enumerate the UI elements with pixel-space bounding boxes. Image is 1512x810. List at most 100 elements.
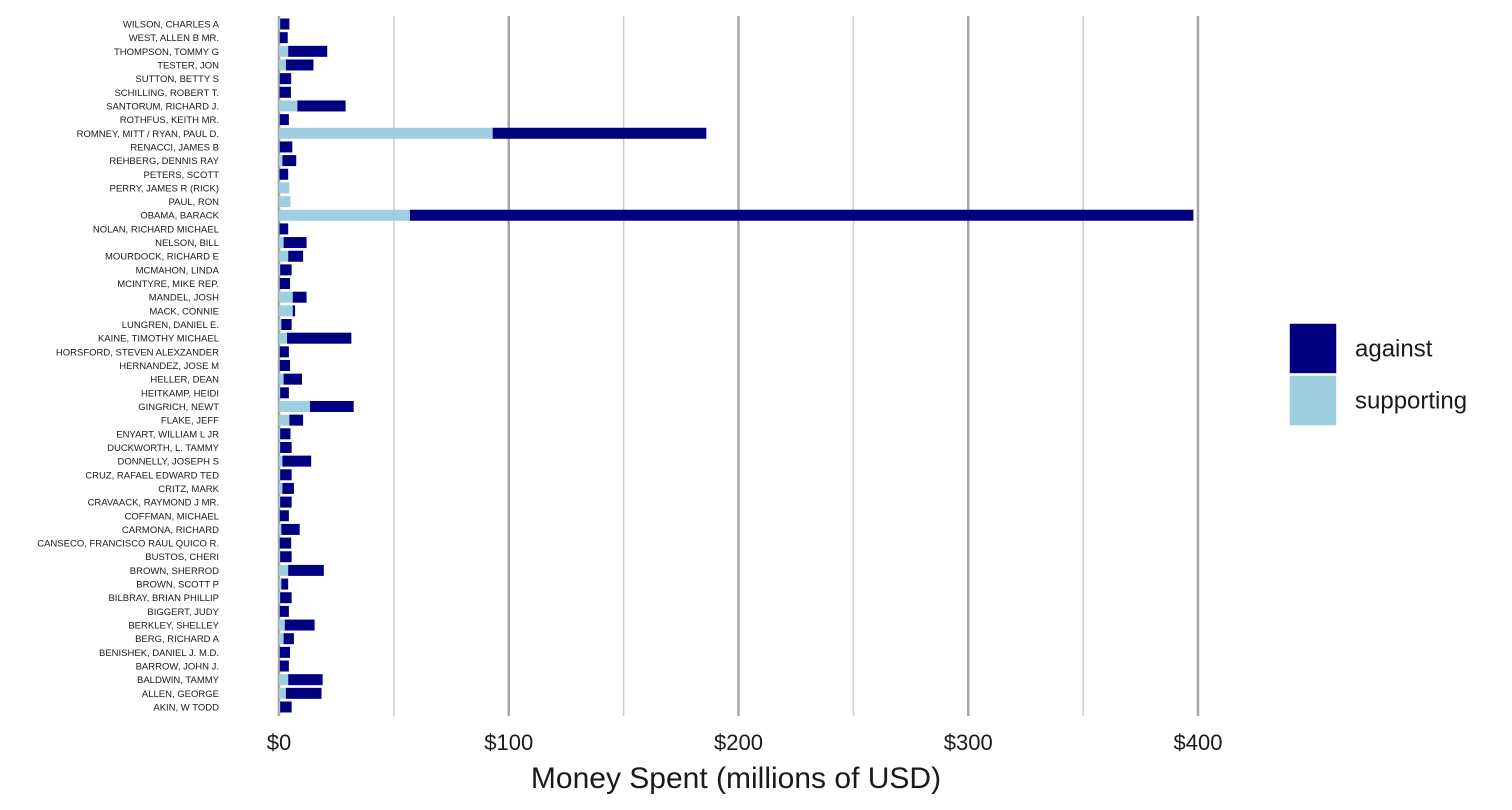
bar-against [280, 701, 292, 713]
category-label: CARMONA, RICHARD [122, 525, 219, 536]
bar-against [288, 674, 323, 686]
bar-against [282, 155, 297, 167]
bar-against [282, 482, 294, 494]
bar-supporting [279, 264, 281, 276]
bar-against [279, 141, 293, 153]
bar-against [283, 633, 294, 645]
legend-label-supporting: supporting [1355, 388, 1467, 415]
category-label: BUSTOS, CHERI [145, 552, 219, 563]
category-label: MOURDOCK, RICHARD E [105, 252, 219, 263]
bar-against [285, 687, 322, 699]
bar-supporting [279, 209, 410, 221]
bar-against [279, 73, 292, 85]
bar-against [310, 400, 354, 412]
category-label: THOMPSON, TOMMY G [114, 47, 219, 58]
category-labels: WILSON, CHARLES A WEST, ALLEN B MR. THOMPS… [37, 20, 219, 714]
bar-supporting [279, 319, 282, 331]
bar-supporting [279, 523, 282, 535]
category-label: PAUL, RON [168, 197, 219, 208]
bar-supporting [279, 414, 290, 426]
bar-against [279, 360, 291, 371]
x-tick-label: $200 [714, 730, 763, 755]
bar-against [279, 646, 291, 658]
bar-against [283, 237, 307, 249]
bar-supporting [279, 428, 281, 440]
category-label: BALDWIN, TAMMY [137, 675, 220, 686]
bar-supporting [279, 455, 283, 467]
category-label: SCHILLING, ROBERT T. [114, 88, 219, 99]
bar-supporting [279, 619, 285, 631]
x-tick-label: $400 [1174, 730, 1223, 755]
bar-against [279, 168, 289, 180]
bar-against [279, 223, 289, 235]
bar-against [280, 551, 292, 563]
category-label: MCMAHON, LINDA [136, 265, 220, 276]
category-label: LUNGREN, DANIEL E. [122, 320, 219, 331]
category-label: MANDEL, JOSH [149, 293, 219, 304]
bar-supporting [279, 168, 280, 180]
bar-supporting [279, 182, 290, 194]
bar-supporting [279, 278, 280, 290]
bar-supporting [279, 305, 293, 317]
bar-supporting [279, 660, 280, 672]
x-axis-title: Money Spent (millions of USD) [531, 762, 941, 795]
category-label: KAINE, TIMOTHY MICHAEL [98, 334, 219, 345]
bar-against [279, 114, 289, 126]
bar-against [288, 250, 304, 262]
legend-swatch-supporting [1288, 374, 1338, 427]
grid-lines [277, 16, 1200, 716]
category-label: BROWN, SHERROD [130, 566, 219, 577]
x-tick-label: $0 [267, 730, 291, 755]
category-label: CRITZ, MARK [158, 484, 219, 495]
bar-against [279, 346, 289, 358]
bar-against [279, 278, 291, 290]
category-label: ALLEN, GEORGE [142, 689, 219, 700]
category-label: NOLAN, RICHARD MICHAEL [93, 224, 219, 235]
bar-against [288, 564, 324, 576]
category-label: PERRY, JAMES R (RICK) [110, 183, 219, 194]
category-label: BARROW, JOHN J. [136, 662, 219, 673]
category-label: DONNELLY, JOSEPH S [117, 457, 219, 468]
bar-supporting [279, 469, 281, 481]
bar-supporting [279, 605, 280, 617]
category-label: WEST, ALLEN B MR. [129, 33, 219, 44]
legend-swatch-against [1288, 322, 1338, 375]
bar-supporting [279, 360, 280, 371]
bar-against [281, 523, 300, 535]
x-tick-label: $300 [944, 730, 993, 755]
bar-supporting [279, 346, 280, 358]
category-label: ROTHFUS, KEITH MR. [120, 115, 219, 126]
bar-supporting [279, 237, 284, 249]
bar-against [285, 59, 314, 71]
category-label: DUCKWORTH, L. TAMMY [107, 443, 220, 454]
bar-against [280, 469, 292, 481]
bar-against [281, 578, 289, 590]
bar-against [292, 305, 296, 317]
bar-supporting [279, 400, 311, 412]
bar-supporting [279, 32, 280, 44]
category-label: BERKLEY, SHELLEY [128, 621, 219, 632]
bar-supporting [279, 141, 280, 153]
bar-against [282, 455, 312, 467]
category-label: BENISHEK, DANIEL J. M.D. [99, 648, 219, 659]
bar-supporting [279, 701, 281, 713]
category-label: HORSFORD, STEVEN ALEXZANDER [56, 347, 219, 358]
bar-supporting [279, 441, 281, 453]
bar-supporting [279, 482, 283, 494]
bar-against [281, 319, 292, 331]
legend: against supporting [1288, 322, 1467, 427]
bar-supporting [279, 592, 281, 604]
bar-supporting [279, 196, 291, 208]
bar-against [289, 414, 304, 426]
category-label: CRUZ, RAFAEL EDWARD TED [85, 470, 219, 481]
bar-against [279, 605, 289, 617]
category-label: HERNANDEZ, JOSE M [119, 361, 219, 372]
bar-supporting [279, 100, 298, 112]
category-label: BIGGERT, JUDY [147, 607, 219, 618]
bar-supporting [279, 73, 280, 85]
category-label: SUTTON, BETTY S [135, 74, 219, 85]
category-label: AKIN, W TODD [153, 703, 219, 714]
bar-supporting [279, 387, 281, 399]
bar-against [297, 100, 346, 112]
